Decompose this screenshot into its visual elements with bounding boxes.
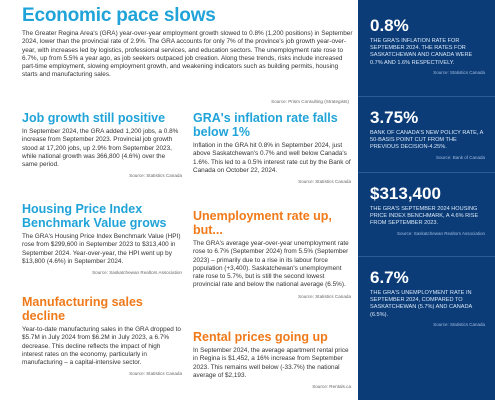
hpi-section: Housing Price Index Benchmark Value grow…	[22, 202, 182, 275]
unemployment-section: Unemployment rate up, but... The GRA's a…	[193, 209, 351, 299]
inflation-section: GRA's inflation rate falls below 1% Infl…	[193, 111, 351, 184]
unemployment-body: The GRA's average year-over-year unemplo…	[193, 240, 349, 289]
stat-hpi: $313,400 The GRA's September 2024 Housin…	[370, 184, 485, 236]
hpi-heading: Housing Price Index Benchmark Value grow…	[22, 202, 167, 230]
intro-source: Source: Prism Consulting (Strategists)	[271, 99, 349, 104]
unemployment-source: Source: Statistics Canada	[298, 293, 351, 299]
rental-source: Source: Rentals.ca	[312, 384, 351, 390]
page-title: Economic pace slows	[22, 5, 216, 26]
hpi-source: Source: Saskatchewan Realtors Associatio…	[92, 270, 182, 276]
main-content: Economic pace slows The Greater Regina A…	[22, 5, 353, 390]
stat-hpi-text: The GRA's September 2024 Housing Price I…	[370, 206, 479, 227]
job-growth-section: Job growth still positive In September 2…	[22, 111, 182, 178]
stat-unemployment-value: 6.7%	[370, 268, 409, 287]
stat-policy-rate-source: Source: Bank of Canada	[435, 154, 485, 160]
manufacturing-source: Source: Statistics Canada	[129, 371, 182, 377]
manufacturing-body: Year-to-date manufacturing sales in the …	[22, 326, 181, 367]
unemployment-heading: Unemployment rate up, but...	[193, 209, 332, 237]
sidebar-divider	[358, 256, 495, 257]
manufacturing-section: Manufacturing sales decline Year-to-date…	[22, 295, 182, 376]
stat-inflation-text: The GRA's inflation rate for September 2…	[370, 38, 473, 66]
hpi-body: The GRA's Housing Price Index Benchmark …	[22, 233, 181, 265]
stat-unemployment: 6.7% The GRA's unemployment rate in Sept…	[370, 268, 485, 327]
stat-unemployment-source: Source: Statistics Canada	[433, 321, 485, 327]
stats-sidebar: 0.8% The GRA's inflation rate for Septem…	[358, 0, 495, 400]
job-growth-source: Source: Statistics Canada	[129, 173, 182, 179]
stat-hpi-source: Source: Saskatchewan Realtors Associatio…	[396, 230, 485, 236]
job-growth-heading: Job growth still positive	[22, 111, 166, 125]
stat-inflation: 0.8% The GRA's inflation rate for Septem…	[370, 16, 485, 75]
rental-section: Rental prices going up In September 2024…	[193, 330, 351, 389]
inflation-body: Inflation in the GRA hit 0.8% in Septemb…	[193, 142, 351, 174]
stat-policy-rate-text: Bank of Canada's new policy rate, a 50-b…	[370, 130, 484, 151]
job-growth-body: In September 2024, the GRA added 1,200 j…	[22, 128, 179, 169]
stat-inflation-value: 0.8%	[370, 16, 409, 35]
rental-body: In September 2024, the average apartment…	[193, 347, 349, 379]
stat-policy-rate-value: 3.75%	[370, 108, 419, 127]
manufacturing-heading: Manufacturing sales decline	[22, 295, 143, 323]
rental-heading: Rental prices going up	[193, 330, 328, 344]
sidebar-divider	[358, 172, 495, 173]
inflation-heading: GRA's inflation rate falls below 1%	[193, 111, 338, 139]
stat-hpi-value: $313,400	[370, 184, 441, 203]
inflation-source: Source: Statistics Canada	[298, 179, 351, 185]
stat-policy-rate: 3.75% Bank of Canada's new policy rate, …	[370, 108, 485, 160]
stat-unemployment-text: The GRA's unemployment rate in September…	[370, 290, 472, 318]
sidebar-divider	[358, 96, 495, 97]
intro-paragraph: The Greater Regina Area's (GRA) year-ove…	[22, 30, 353, 79]
stat-inflation-source: Source: Statistics Canada	[433, 69, 485, 75]
